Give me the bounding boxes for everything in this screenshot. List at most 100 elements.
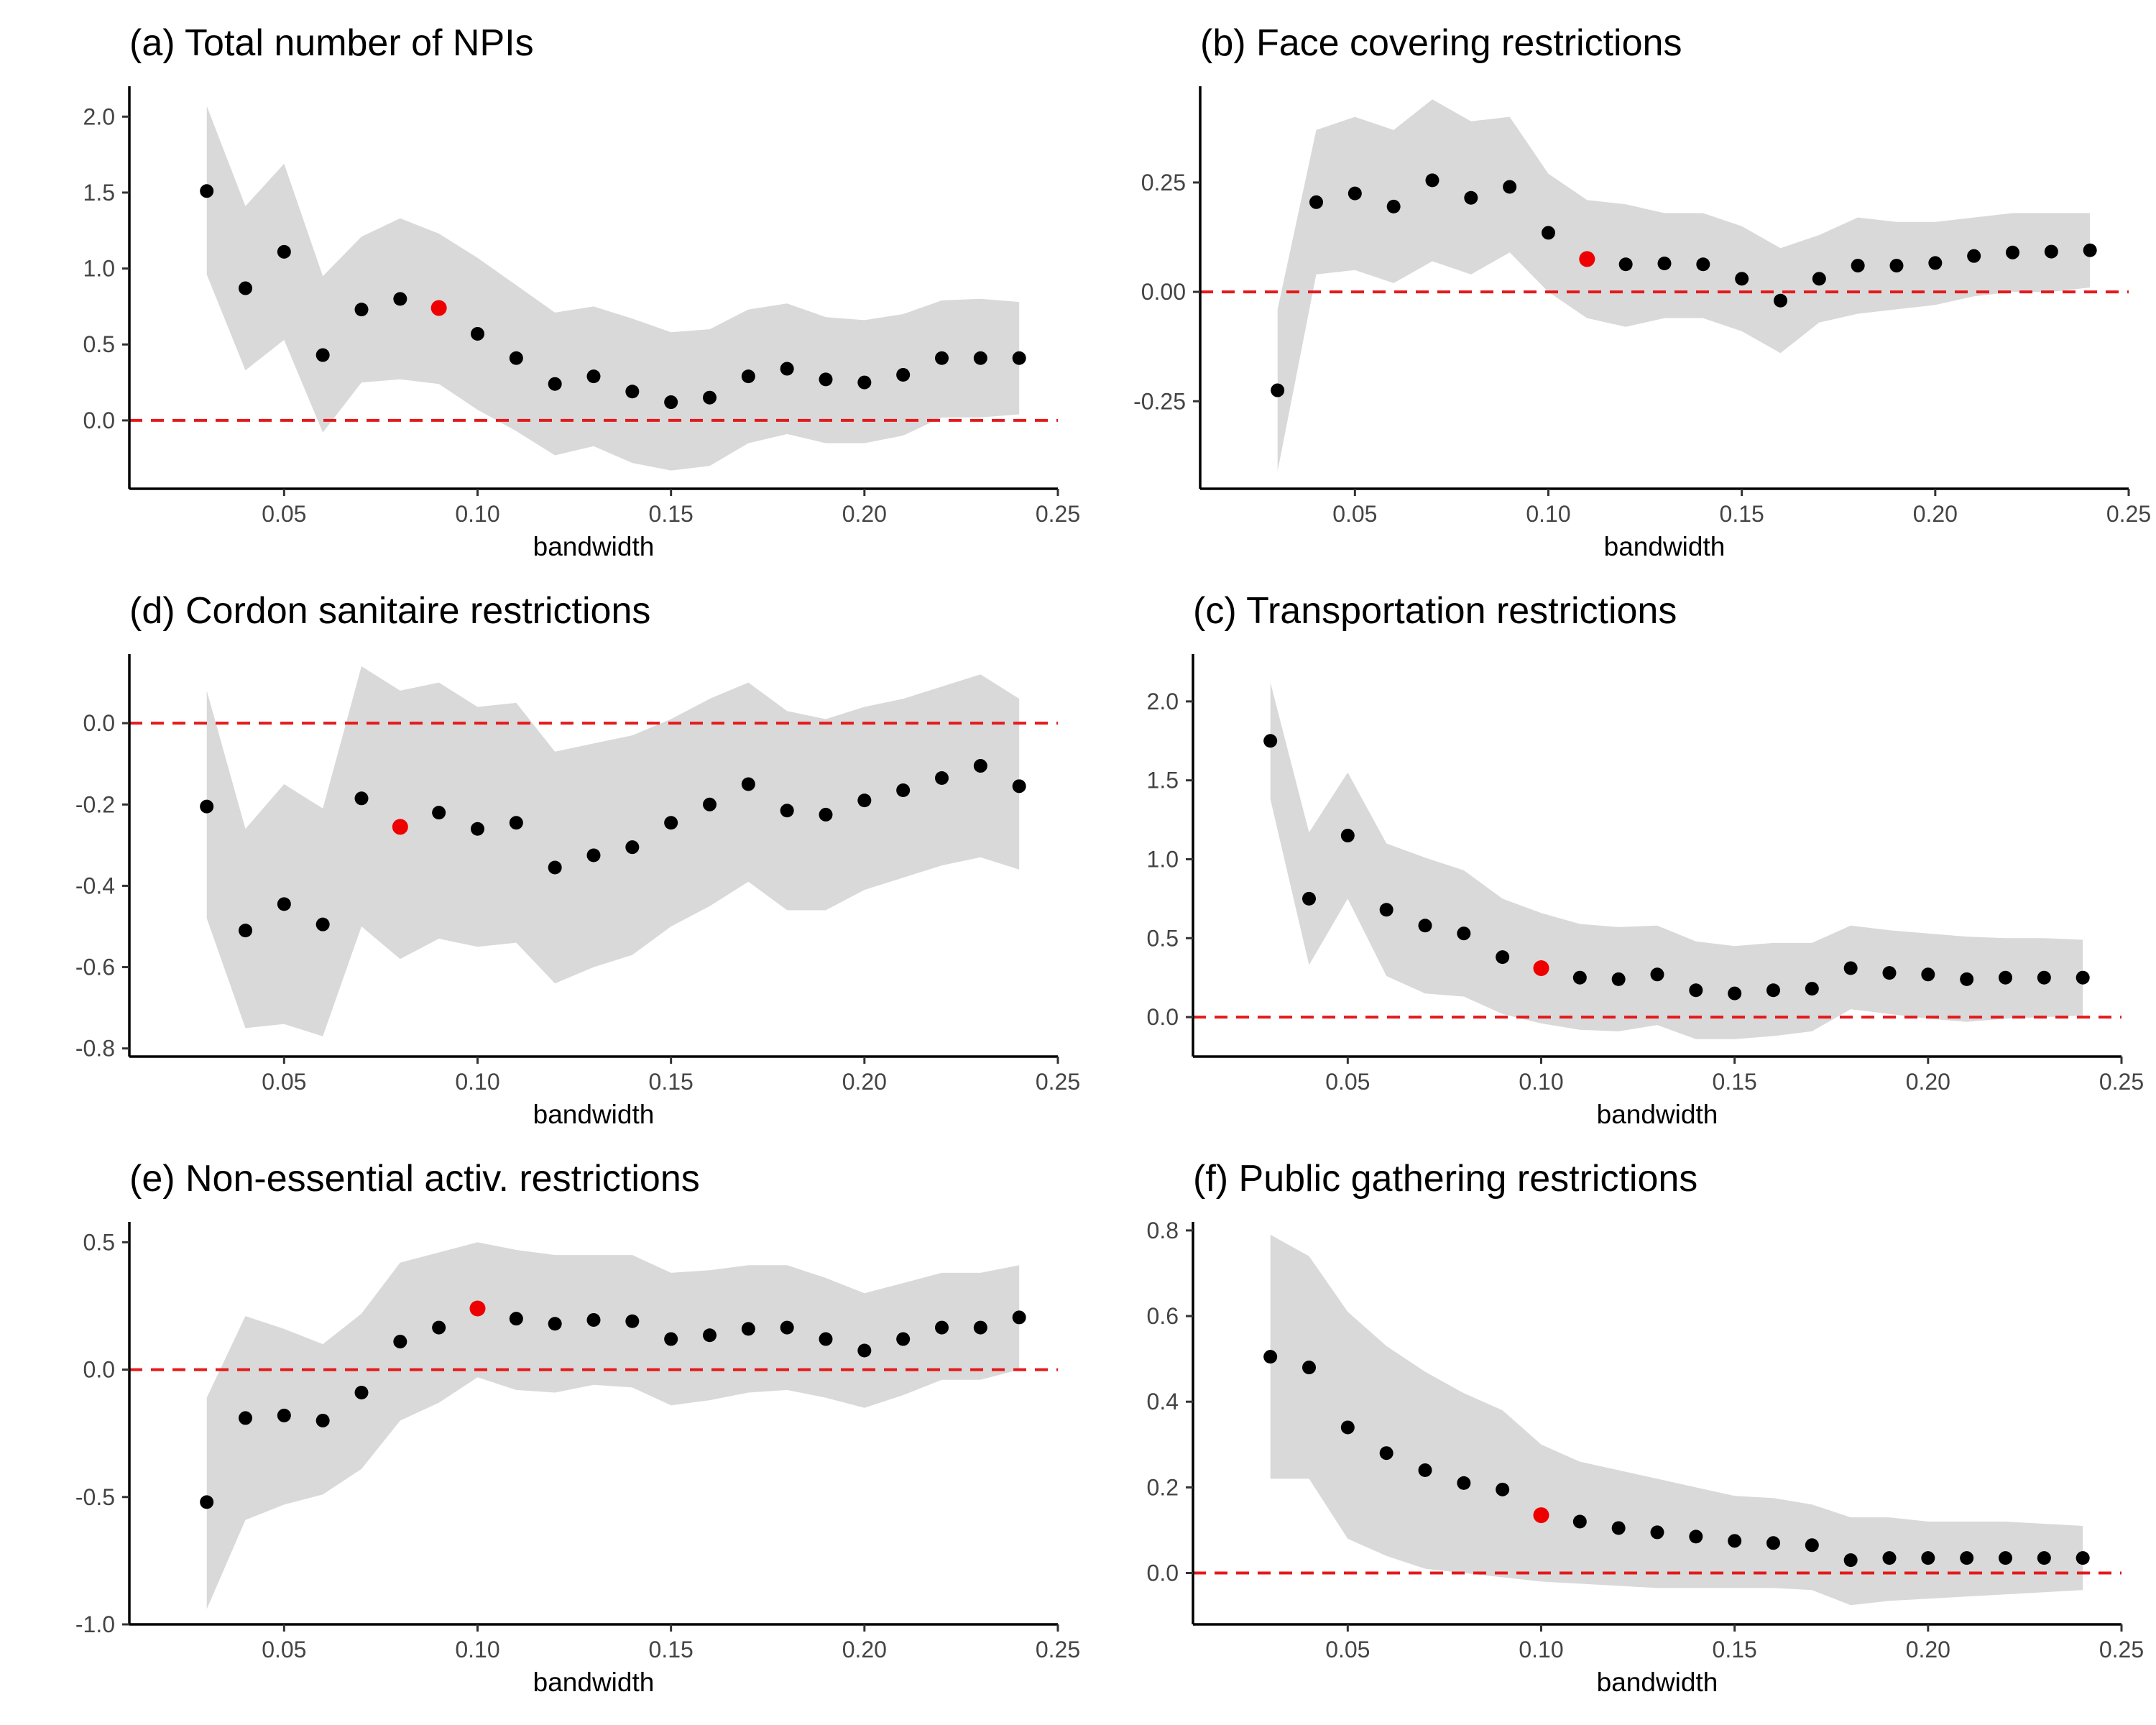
data-point xyxy=(1766,1536,1780,1550)
y-tick-label: 0.00 xyxy=(1141,279,1186,305)
data-point xyxy=(200,799,214,814)
x-tick-label: 0.25 xyxy=(1036,1069,1080,1095)
data-point xyxy=(1689,983,1703,998)
data-point xyxy=(200,1495,214,1509)
confidence-band xyxy=(206,666,1020,1036)
data-point xyxy=(1611,1521,1626,1535)
data-point xyxy=(548,377,562,391)
data-point xyxy=(896,783,911,797)
highlighted-point xyxy=(392,819,408,835)
panel-d-plot: -0.8 -0.6 -0.4 -0.2 0.0 0.05 0.10 0.15 0.20 0.25 b… xyxy=(75,654,1080,1129)
x-axis-title: bandwidth xyxy=(533,532,655,561)
data-point xyxy=(432,806,446,820)
x-axis-title: bandwidth xyxy=(1597,1100,1718,1129)
data-point xyxy=(2083,243,2097,257)
panel-title: (b) Face covering restrictions xyxy=(1200,22,1682,64)
data-point xyxy=(857,794,872,808)
data-point xyxy=(471,822,484,836)
data-point xyxy=(586,1312,601,1327)
data-point xyxy=(1012,351,1026,365)
data-point xyxy=(741,369,755,384)
data-point xyxy=(1503,180,1517,194)
x-tick-label: 0.15 xyxy=(1713,1069,1757,1095)
y-tick-label: 0.2 xyxy=(1147,1474,1179,1500)
y-tick-label: -0.2 xyxy=(75,791,115,817)
data-point xyxy=(1012,1310,1026,1325)
data-point xyxy=(896,1332,911,1346)
data-point xyxy=(1851,259,1865,273)
data-point xyxy=(2076,970,2090,985)
data-point xyxy=(1889,259,1904,273)
panel-b: (b) Face covering restrictions -0.25 0.00… xyxy=(1071,0,2151,568)
data-point xyxy=(1728,1534,1742,1548)
y-tick-label: 0.4 xyxy=(1147,1389,1179,1414)
panel-a-plot: 0.0 0.5 1.0 1.5 2.0 0.05 0.10 0.15 0.20 0.25 bandw… xyxy=(83,86,1080,561)
data-point xyxy=(239,924,252,938)
x-tick-label: 0.10 xyxy=(1519,1069,1563,1095)
x-axis-title: bandwidth xyxy=(1604,532,1726,561)
data-point xyxy=(1843,1553,1858,1568)
x-tick-label: 0.05 xyxy=(1325,1637,1370,1662)
data-point xyxy=(1689,1530,1703,1544)
x-tick-label: 0.05 xyxy=(1325,1069,1370,1095)
y-tick-label: 0.5 xyxy=(1147,925,1179,951)
x-tick-label: 0.25 xyxy=(2106,501,2151,527)
panel-title: (e) Non-essential activ. restrictions xyxy=(129,1158,700,1200)
data-point xyxy=(509,1312,523,1326)
data-point xyxy=(1921,967,1935,982)
data-point xyxy=(625,1314,640,1328)
y-tick-label: 0.0 xyxy=(83,1357,115,1383)
y-tick-label: -0.8 xyxy=(75,1036,115,1062)
data-point xyxy=(1967,249,1981,263)
panel-title: (d) Cordon sanitaire restrictions xyxy=(129,590,651,632)
y-tick-label: 0.5 xyxy=(83,331,115,357)
data-point xyxy=(1921,1551,1935,1565)
data-point xyxy=(1457,926,1471,941)
data-point xyxy=(548,1317,562,1331)
data-point xyxy=(471,326,484,341)
data-point xyxy=(1882,1551,1897,1565)
x-tick-label: 0.05 xyxy=(262,501,306,527)
data-point xyxy=(432,1320,446,1335)
data-point xyxy=(1843,961,1858,975)
x-tick-label: 0.25 xyxy=(1036,501,1080,527)
data-point xyxy=(1379,903,1393,917)
data-point xyxy=(625,840,640,855)
data-point xyxy=(1302,891,1316,906)
data-point xyxy=(1618,257,1633,272)
data-point xyxy=(1302,1361,1316,1375)
data-point xyxy=(1340,829,1355,843)
y-tick-label: 1.0 xyxy=(1147,846,1179,872)
data-point xyxy=(1812,272,1826,286)
data-point xyxy=(1572,970,1587,985)
data-point xyxy=(1960,1551,1974,1565)
data-point xyxy=(741,777,755,791)
y-tick-label: -1.0 xyxy=(75,1611,115,1637)
y-tick-label: 1.0 xyxy=(83,256,115,282)
panel-f-plot: 0.0 0.2 0.4 0.6 0.8 0.05 0.10 0.15 0.20 0.25 bandw… xyxy=(1147,1218,2145,1697)
data-point xyxy=(1960,972,1974,986)
highlighted-point xyxy=(1533,960,1549,977)
data-point xyxy=(1696,257,1710,272)
data-point xyxy=(1542,226,1555,240)
data-point xyxy=(2006,245,2019,259)
data-point xyxy=(586,848,601,862)
data-point xyxy=(857,1343,872,1358)
data-point xyxy=(2044,244,2058,259)
y-tick-label: 0.5 xyxy=(83,1229,115,1255)
data-point xyxy=(548,860,562,875)
y-tick-label: 0.6 xyxy=(1147,1303,1179,1329)
x-tick-label: 0.20 xyxy=(1913,501,1958,527)
data-point xyxy=(1650,967,1664,982)
data-point xyxy=(664,395,678,410)
data-point xyxy=(780,1320,794,1335)
panel-a: (a) Total number of NPIs 0.0 0.5 1.0 1.5 2.0… xyxy=(0,0,1081,568)
data-point xyxy=(1386,199,1401,213)
x-tick-label: 0.10 xyxy=(455,1069,499,1095)
data-point xyxy=(315,348,330,362)
data-point xyxy=(973,759,987,773)
x-tick-label: 0.25 xyxy=(2099,1637,2144,1662)
panel-title: (c) Transportation restrictions xyxy=(1193,590,1677,632)
data-point xyxy=(819,807,833,822)
data-point xyxy=(973,1320,987,1335)
